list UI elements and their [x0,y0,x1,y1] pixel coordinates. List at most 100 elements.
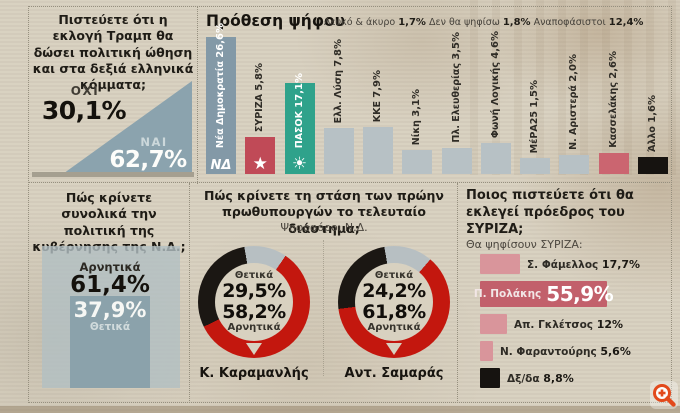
syriza-bar-row: Δξ/δα 8,8% [480,368,670,388]
intention-bar [441,148,472,174]
intention-bar-chart: Νέα Δημοκρατία 26,6% ΝΔ ΣΥΡΙΖΑ 5,8% ★ ΠΑΣΟΚ … [206,23,668,174]
divider-vertical-top [197,6,198,184]
bar-slot: Ν. Αριστερά 2,0% [559,28,590,174]
no-label: ΟΧΙ [70,84,100,98]
negative-label: Αρνητικά [367,321,421,333]
syriza-logo: ★ [252,154,268,174]
candidate-value: 55,9% [546,282,614,306]
bar-label: Νίκη 3,1% [411,88,423,145]
panel-trump-question: Πιστεύετε ότι η εκλογή Τραμπ θα δώσει πο… [30,10,196,180]
positive-label: Θετικά [374,269,414,281]
nd-logo: ΝΔ [210,158,232,173]
chart-title: Πρόθεση ψήφου [206,12,346,30]
zoom-in-button[interactable] [650,381,678,409]
bar-slot: ΜέΡΑ25 1,5% [520,28,551,174]
yes-label: ΝΑΙ [140,135,168,149]
syriza-bar-label: Σ. Φάμελλος 17,7% [527,257,641,271]
syriza-bar-row: Ν. Φαραντούρης 5,6% [480,341,670,361]
syriza-bar [480,368,500,388]
bar-slot: ΣΥΡΙΖΑ 5,8% ★ [245,28,276,174]
bar-slot: ΚΚΕ 7,9% [363,28,394,174]
baseline-strip [32,172,194,177]
positive-value: 24,2% [362,280,426,303]
positive-value: 29,5% [222,280,286,303]
divider-between-donuts [323,240,324,376]
intention-bar [637,157,668,174]
syriza-bar-row: Απ. Γκλέτσος 12% [480,314,670,334]
intention-bar [323,128,354,174]
intention-bar [402,150,433,174]
donut: Θετικά 24,2% 61,8% Αρνητικά [338,246,450,358]
panel-syriza-president: Ποιος πιστεύετε ότι θα εκλεγεί πρόεδρος … [458,184,672,403]
syriza-bar-row: Π. Πολάκης 55,9% [474,281,670,307]
bar-label: Ελλ. Λύση 7,8% [332,38,344,123]
bar-slot: Νίκη 3,1% [402,28,433,174]
donut: Θετικά 29,5% 58,2% Αρνητικά [198,246,310,358]
no-value: 30,1% [41,96,127,125]
donut-center-text: Θετικά 29,5% 58,2% Αρνητικά [198,246,310,358]
subtitle-nd-voters: Ψηφοφόροι Ν.Δ. [280,221,368,234]
question-title: Πιστεύετε ότι η εκλογή Τραμπ θα δώσει πο… [32,12,194,92]
bar-slot: Κασσελάκης 2,6% [598,28,629,174]
bar-label: ΣΥΡΙΖΑ 5,8% [254,62,266,132]
negative-value: 61,4% [70,272,150,298]
intention-bar [480,143,511,174]
note-item: Αναποφάσιστοι 12,4% [533,17,644,28]
syriza-bar-label: Ν. Φαραντούρης 5,6% [500,344,631,358]
background-bottom-strip [0,406,680,413]
bar-label: Άλλο 1,6% [646,94,658,152]
syriza-bar-row: Σ. Φάμελλος 17,7% [480,254,670,274]
divider-vertical-bottom-left [189,183,190,403]
positive-label: Θετικά [89,321,131,333]
donut-center-text: Θετικά 24,2% 61,8% Αρνητικά [338,246,450,358]
bar-label: Ν. Αριστερά 2,0% [568,54,580,150]
bar-label: ΚΚΕ 7,9% [372,69,384,122]
intention-bar [284,83,315,174]
positive-square [70,296,150,388]
syriza-bar [480,341,493,361]
donut-name: Κ. Καραμανλής [199,366,309,381]
bar-slot: ΠΑΣΟΚ 17,1% ☀ [284,28,315,174]
question-title: Πώς κρίνετε τη στάση των πρώην πρωθυπουρ… [204,188,444,236]
intention-bar [598,153,629,174]
syriza-bar-chart: Σ. Φάμελλος 17,7% Π. Πολάκης 55,9% Απ. Γκλέ… [474,254,670,388]
bar-label: Πλ. Ελευθερίας 3,5% [450,32,462,143]
positive-value: 37,9% [73,298,147,322]
negative-value: 61,8% [362,301,426,323]
pasok-logo: ☀ [291,154,308,174]
candidate-name: Π. Πολάκης [473,288,542,300]
syriza-bar-label: Δξ/δα 8,8% [507,371,574,385]
panel-voting-intention: Πρόθεση ψήφου Λευκό & άκυρο 1,7% Δεν θα … [198,10,672,182]
intention-bar [559,155,590,174]
intention-bar [245,137,276,174]
bar-label: ΠΑΣΟΚ 17,1% [293,72,305,148]
bar-slot: Ελλ. Λύση 7,8% [323,28,354,174]
donut-hole [215,263,293,341]
subtitle-syriza-voters: Θα ψηφίσουν ΣΥΡΙΖΑ: [466,238,583,251]
question-title: Ποιος πιστεύετε ότι θα εκλεγεί πρόεδρος … [466,188,634,237]
magnifier-plus-icon [653,384,676,407]
intention-bar [363,127,394,174]
donut-notch [386,343,402,355]
negative-value: 58,2% [222,301,286,323]
donut-hole [355,263,433,341]
donut-notch [246,343,262,355]
divider-vertical-bottom-right [457,183,458,403]
intention-bar [206,37,236,174]
donut-name: Αντ. Σαμαράς [344,366,444,381]
syriza-bar [480,254,520,274]
bar-label: Φωνή Λογικής 4,6% [489,30,501,138]
intention-bar [520,158,551,174]
bar-label: Κασσελάκης 2,6% [607,51,619,148]
donut-chart: Θετικά 24,2% 61,8% Αρνητικά Αντ. Σαμαράς [336,246,452,381]
bar-label: ΜέΡΑ25 1,5% [529,79,541,153]
panel-former-pms: Πώς κρίνετε τη στάση των πρώην πρωθυπουρ… [190,184,458,403]
syriza-bar-label: Απ. Γκλέτσος 12% [514,317,624,331]
bar-slot: Φωνή Λογικής 4,6% [480,28,511,174]
donut-chart: Θετικά 29,5% 58,2% Αρνητικά Κ. Καραμανλής [196,246,312,381]
dotted-frame [28,6,672,403]
positive-label: Θετικά [234,269,274,281]
divider-horizontal [28,182,672,183]
bar-slot: Πλ. Ελευθερίας 3,5% [441,28,472,174]
